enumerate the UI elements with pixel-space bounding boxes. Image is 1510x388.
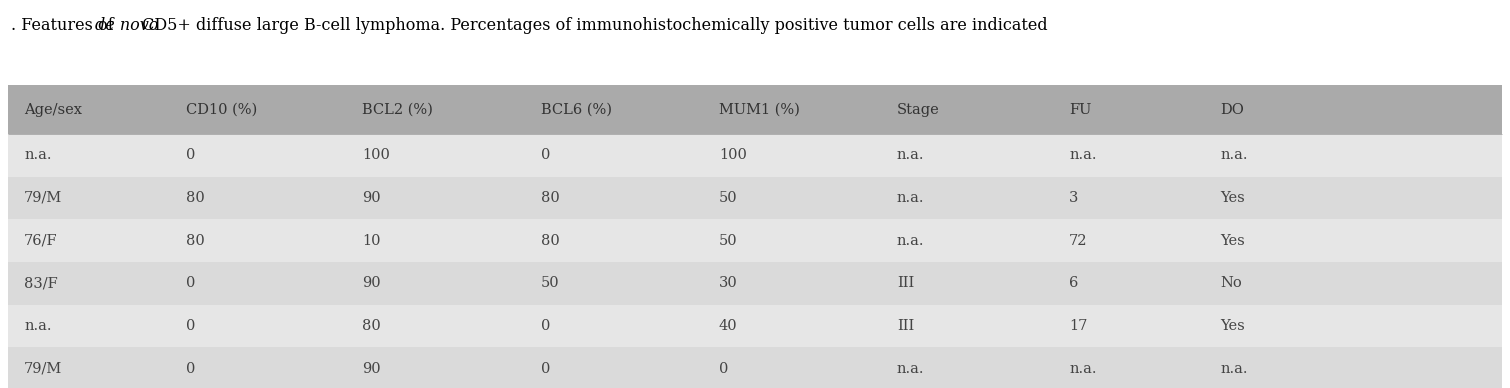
Text: de novo: de novo (95, 17, 159, 35)
Text: 100: 100 (362, 148, 390, 162)
Text: MUM1 (%): MUM1 (%) (719, 102, 800, 117)
Text: 72: 72 (1069, 234, 1087, 248)
Text: n.a.: n.a. (1220, 148, 1247, 162)
Text: Stage: Stage (897, 102, 939, 117)
Text: 0: 0 (186, 319, 195, 333)
Text: Yes: Yes (1220, 319, 1244, 333)
Text: n.a.: n.a. (897, 148, 924, 162)
Text: 80: 80 (541, 234, 559, 248)
Text: 0: 0 (186, 276, 195, 290)
Text: BCL6 (%): BCL6 (%) (541, 102, 612, 117)
Text: n.a.: n.a. (897, 234, 924, 248)
Text: 10: 10 (362, 234, 381, 248)
Text: 0: 0 (541, 362, 550, 376)
Text: 83/F: 83/F (24, 276, 57, 290)
Bar (8, 134, 1502, 177)
Text: 80: 80 (362, 319, 381, 333)
Text: 0: 0 (719, 362, 728, 376)
Text: n.a.: n.a. (1069, 362, 1096, 376)
Text: 79/M: 79/M (24, 191, 62, 205)
Text: 76/F: 76/F (24, 234, 57, 248)
Text: . Features of: . Features of (11, 17, 118, 35)
Text: 90: 90 (362, 362, 381, 376)
Text: III: III (897, 319, 914, 333)
Text: 0: 0 (186, 148, 195, 162)
Text: BCL2 (%): BCL2 (%) (362, 102, 433, 117)
Bar (8, 177, 1502, 219)
Text: n.a.: n.a. (1069, 148, 1096, 162)
Bar (8, 85, 1502, 134)
Text: III: III (897, 276, 914, 290)
Text: FU: FU (1069, 102, 1092, 117)
Bar (8, 262, 1502, 305)
Text: 0: 0 (186, 362, 195, 376)
Text: n.a.: n.a. (897, 362, 924, 376)
Text: n.a.: n.a. (24, 319, 51, 333)
Text: CD10 (%): CD10 (%) (186, 102, 257, 117)
Text: Age/sex: Age/sex (24, 102, 82, 117)
Text: 50: 50 (719, 191, 737, 205)
Text: 0: 0 (541, 148, 550, 162)
Text: 0: 0 (541, 319, 550, 333)
Text: 80: 80 (186, 191, 204, 205)
Text: Yes: Yes (1220, 234, 1244, 248)
Bar (8, 347, 1502, 388)
Bar (8, 219, 1502, 262)
Text: CD5+ diffuse large B-cell lymphoma. Percentages of immunohistochemically positiv: CD5+ diffuse large B-cell lymphoma. Perc… (136, 17, 1048, 35)
Text: 6: 6 (1069, 276, 1078, 290)
Text: 3: 3 (1069, 191, 1078, 205)
Text: 80: 80 (186, 234, 204, 248)
Text: 50: 50 (541, 276, 559, 290)
Text: DO: DO (1220, 102, 1244, 117)
Text: n.a.: n.a. (897, 191, 924, 205)
Bar (8, 305, 1502, 347)
Text: 100: 100 (719, 148, 746, 162)
Text: No: No (1220, 276, 1241, 290)
Text: n.a.: n.a. (24, 148, 51, 162)
Text: 30: 30 (719, 276, 737, 290)
Text: n.a.: n.a. (1220, 362, 1247, 376)
Text: 79/M: 79/M (24, 362, 62, 376)
Text: 90: 90 (362, 276, 381, 290)
Text: Yes: Yes (1220, 191, 1244, 205)
Text: 80: 80 (541, 191, 559, 205)
Text: 40: 40 (719, 319, 737, 333)
Text: 17: 17 (1069, 319, 1087, 333)
Text: 90: 90 (362, 191, 381, 205)
Text: 50: 50 (719, 234, 737, 248)
